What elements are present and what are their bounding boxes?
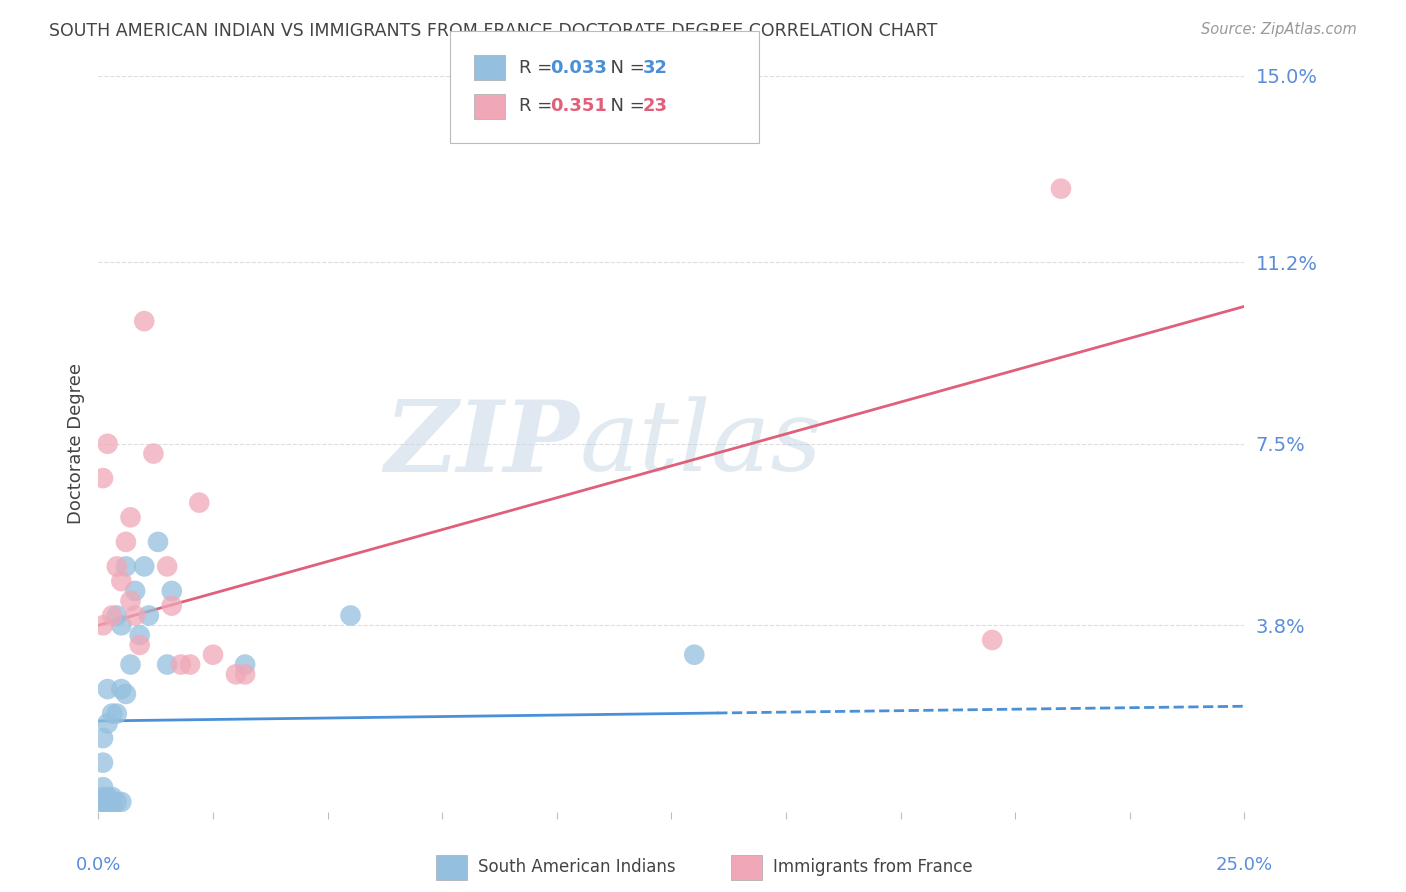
Point bbox=[170, 657, 193, 672]
Point bbox=[981, 633, 1004, 648]
Text: Immigrants from France: Immigrants from France bbox=[773, 858, 973, 876]
Point bbox=[91, 790, 114, 805]
Point bbox=[1050, 181, 1073, 195]
Point bbox=[115, 559, 138, 574]
Point bbox=[91, 756, 114, 770]
Point bbox=[233, 657, 256, 672]
Text: atlas: atlas bbox=[579, 396, 823, 491]
Point bbox=[110, 574, 132, 589]
Point bbox=[105, 795, 128, 809]
Point bbox=[683, 648, 706, 662]
Point bbox=[97, 436, 120, 450]
Point bbox=[124, 608, 146, 623]
Point bbox=[91, 731, 114, 746]
Text: 25.0%: 25.0% bbox=[1216, 856, 1272, 874]
Point bbox=[97, 790, 120, 805]
Text: 23: 23 bbox=[643, 97, 668, 115]
Point bbox=[120, 510, 142, 524]
Point bbox=[156, 559, 179, 574]
Point bbox=[160, 599, 183, 613]
Point bbox=[128, 638, 150, 652]
Point bbox=[91, 471, 114, 485]
Point bbox=[101, 706, 124, 721]
Point bbox=[134, 314, 156, 328]
Point bbox=[105, 559, 128, 574]
Point bbox=[146, 534, 169, 549]
Point bbox=[142, 446, 165, 460]
Text: 0.0%: 0.0% bbox=[76, 856, 121, 874]
Point bbox=[124, 583, 146, 598]
Text: 0.351: 0.351 bbox=[550, 97, 606, 115]
Text: R =: R = bbox=[519, 59, 558, 77]
Point bbox=[105, 608, 128, 623]
Point bbox=[138, 608, 160, 623]
Point bbox=[101, 608, 124, 623]
Point bbox=[110, 618, 132, 632]
Point bbox=[91, 780, 114, 795]
Point bbox=[91, 795, 114, 809]
Point bbox=[91, 618, 114, 632]
Point bbox=[128, 628, 150, 642]
Point bbox=[134, 559, 156, 574]
Point bbox=[188, 496, 211, 510]
Point bbox=[202, 648, 225, 662]
Text: 32: 32 bbox=[643, 59, 668, 77]
Point bbox=[225, 667, 247, 681]
Point bbox=[179, 657, 201, 672]
Point bbox=[160, 583, 183, 598]
Point bbox=[97, 716, 120, 731]
Point bbox=[105, 706, 128, 721]
Text: SOUTH AMERICAN INDIAN VS IMMIGRANTS FROM FRANCE DOCTORATE DEGREE CORRELATION CHA: SOUTH AMERICAN INDIAN VS IMMIGRANTS FROM… bbox=[49, 22, 938, 40]
Y-axis label: Doctorate Degree: Doctorate Degree bbox=[66, 363, 84, 524]
Text: N =: N = bbox=[599, 97, 651, 115]
Point bbox=[110, 795, 132, 809]
Text: Source: ZipAtlas.com: Source: ZipAtlas.com bbox=[1201, 22, 1357, 37]
Point bbox=[115, 534, 138, 549]
Point bbox=[233, 667, 256, 681]
Text: N =: N = bbox=[599, 59, 651, 77]
Point bbox=[101, 800, 124, 814]
Text: 0.033: 0.033 bbox=[550, 59, 606, 77]
Point bbox=[91, 800, 114, 814]
Point bbox=[120, 657, 142, 672]
Text: R =: R = bbox=[519, 97, 558, 115]
Point bbox=[110, 681, 132, 696]
Point bbox=[97, 681, 120, 696]
Point bbox=[115, 687, 138, 701]
Text: South American Indians: South American Indians bbox=[478, 858, 676, 876]
Point bbox=[120, 594, 142, 608]
Point bbox=[101, 790, 124, 805]
Point bbox=[156, 657, 179, 672]
Text: ZIP: ZIP bbox=[385, 395, 579, 492]
Point bbox=[97, 800, 120, 814]
Point bbox=[339, 608, 361, 623]
